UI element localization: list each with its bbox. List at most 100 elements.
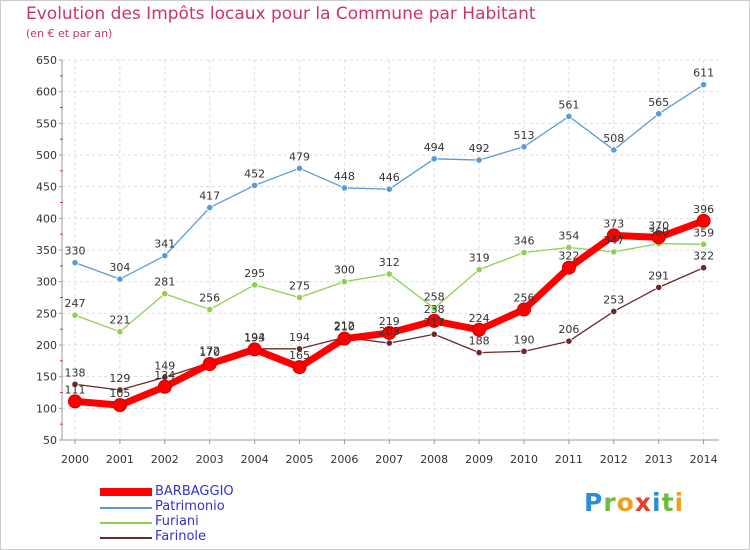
data-point bbox=[68, 394, 82, 409]
data-point bbox=[116, 328, 124, 336]
data-label: 360 bbox=[648, 226, 669, 239]
data-point bbox=[71, 311, 79, 319]
legend-swatch bbox=[100, 488, 152, 496]
series bbox=[68, 81, 711, 413]
data-label: 172 bbox=[199, 345, 220, 358]
data-point bbox=[565, 337, 573, 345]
y-tick-label: 400 bbox=[36, 212, 57, 225]
data-label: 300 bbox=[334, 264, 355, 277]
data-label: 448 bbox=[334, 170, 355, 183]
data-point bbox=[385, 270, 393, 278]
data-label: 217 bbox=[424, 316, 445, 329]
data-point bbox=[520, 347, 528, 355]
data-point bbox=[251, 181, 259, 189]
data-label: 322 bbox=[693, 250, 714, 263]
data-label: 247 bbox=[65, 297, 86, 310]
x-tick-label: 2011 bbox=[555, 453, 583, 466]
data-label: 210 bbox=[334, 321, 355, 334]
data-point bbox=[475, 266, 483, 274]
chart-title: Evolution des Impôts locaux pour la Comm… bbox=[26, 4, 536, 24]
data-point bbox=[71, 259, 79, 267]
x-tick-label: 2012 bbox=[600, 453, 628, 466]
data-label: 396 bbox=[693, 203, 714, 216]
data-label: 190 bbox=[514, 333, 535, 346]
data-point bbox=[116, 275, 124, 283]
legend-swatch bbox=[100, 537, 152, 539]
data-label: 295 bbox=[244, 267, 265, 280]
data-label: 354 bbox=[558, 229, 579, 242]
x-tick-label: 2004 bbox=[241, 453, 269, 466]
legend-label: BARBAGGIO bbox=[155, 484, 234, 499]
data-label: 256 bbox=[199, 292, 220, 305]
data-label: 565 bbox=[648, 96, 669, 109]
data-label: 193 bbox=[244, 331, 265, 344]
data-label: 258 bbox=[424, 290, 445, 303]
y-tick-label: 500 bbox=[36, 149, 57, 162]
data-point bbox=[430, 330, 438, 338]
data-label: 346 bbox=[514, 235, 535, 248]
data-label: 256 bbox=[514, 292, 535, 305]
x-tick-label: 2010 bbox=[510, 453, 538, 466]
chart-subtitle: (en € et par an) bbox=[26, 27, 113, 40]
y-tick-label: 100 bbox=[36, 402, 57, 415]
data-labels: 138 129 149 172 194 194 212 203 217 188 190 206 253 2… bbox=[65, 67, 715, 400]
data-point bbox=[337, 331, 352, 346]
logo-letter: r bbox=[603, 488, 617, 517]
data-label: 212 bbox=[334, 319, 355, 332]
data-label: 452 bbox=[244, 167, 265, 180]
legend-swatch bbox=[100, 507, 152, 509]
logo-letter: i bbox=[674, 488, 685, 517]
data-point bbox=[292, 360, 307, 375]
proxiti-logo: Proxiti bbox=[584, 488, 684, 517]
data-label: 253 bbox=[603, 293, 624, 306]
data-point bbox=[71, 380, 79, 388]
data-label: 513 bbox=[514, 129, 535, 142]
data-point bbox=[472, 322, 487, 337]
data-point bbox=[699, 240, 708, 248]
data-label: 291 bbox=[648, 269, 669, 282]
data-point bbox=[430, 304, 438, 312]
data-label: 373 bbox=[603, 217, 624, 230]
data-point bbox=[206, 305, 214, 314]
data-label: 129 bbox=[109, 372, 130, 385]
data-label: 359 bbox=[693, 226, 714, 239]
data-label: 312 bbox=[379, 256, 400, 269]
data-point bbox=[565, 112, 573, 120]
data-label: 111 bbox=[65, 383, 86, 396]
data-label: 105 bbox=[109, 387, 130, 400]
data-point bbox=[606, 228, 621, 243]
data-point bbox=[161, 252, 169, 260]
y-tick-label: 150 bbox=[36, 371, 57, 384]
y-tick-label: 350 bbox=[36, 244, 57, 257]
data-point bbox=[295, 293, 304, 302]
data-point bbox=[475, 156, 483, 164]
data-label: 194 bbox=[289, 331, 310, 344]
data-point bbox=[112, 398, 127, 413]
data-point bbox=[655, 110, 663, 118]
legend-label: Farinole bbox=[155, 529, 207, 544]
logo-letter: o bbox=[616, 488, 635, 517]
y-tick-label: 50 bbox=[43, 434, 57, 447]
axes: 50 100 150 200 250 300 350 400 450 500 550 600 650 20… bbox=[36, 54, 719, 466]
data-point bbox=[116, 386, 124, 394]
data-label: 206 bbox=[558, 323, 579, 336]
x-tick-label: 2013 bbox=[645, 453, 673, 466]
data-point bbox=[251, 281, 259, 289]
data-point bbox=[520, 143, 528, 151]
data-point bbox=[655, 283, 663, 291]
data-label: 561 bbox=[558, 98, 579, 111]
x-tick-label: 2002 bbox=[151, 453, 179, 466]
legend-label: Patrimonio bbox=[155, 499, 225, 514]
data-point bbox=[520, 248, 528, 257]
data-label: 508 bbox=[603, 132, 624, 145]
data-label: 275 bbox=[289, 280, 310, 293]
data-point bbox=[651, 230, 666, 245]
y-tick-label: 300 bbox=[36, 276, 57, 289]
data-label: 203 bbox=[379, 325, 400, 338]
data-point bbox=[427, 313, 442, 328]
x-tick-label: 2009 bbox=[465, 453, 493, 466]
x-tick-label: 2000 bbox=[61, 453, 89, 466]
x-tick-label: 2007 bbox=[375, 453, 403, 466]
data-label: 417 bbox=[199, 190, 220, 203]
